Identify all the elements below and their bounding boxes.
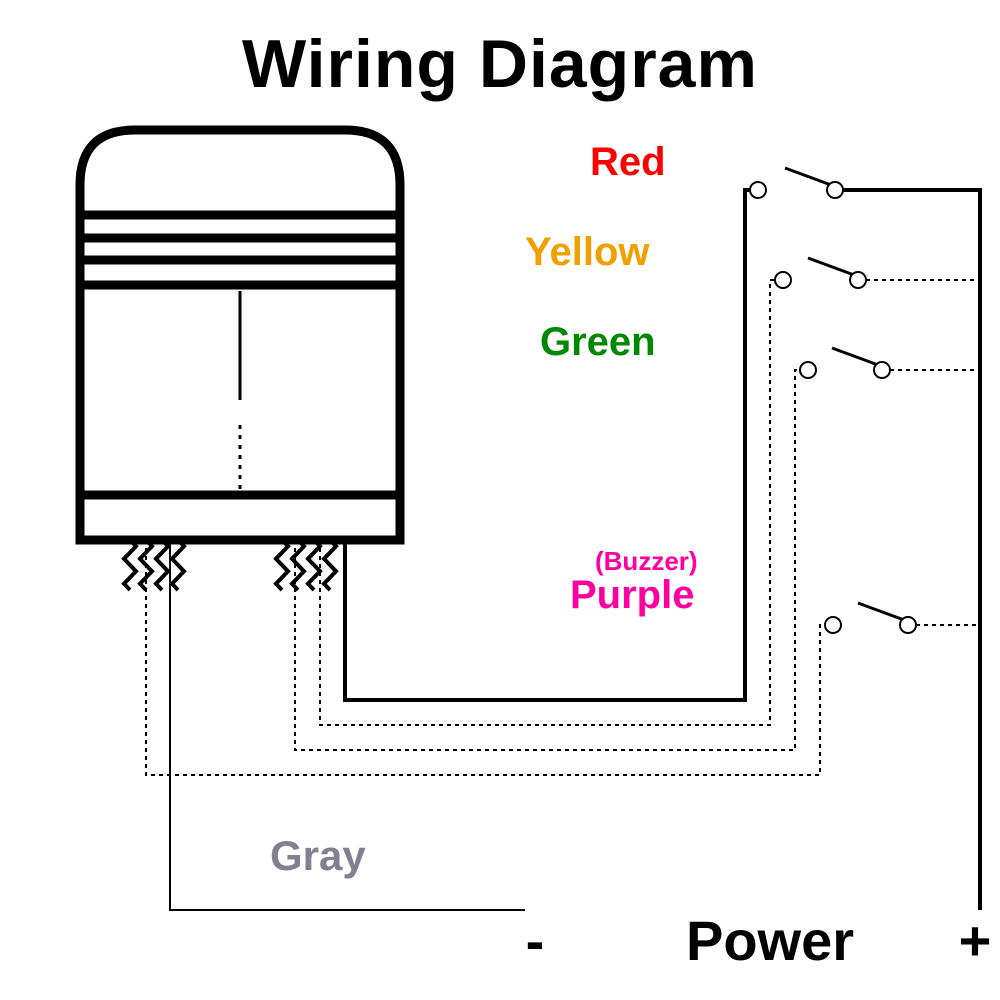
device-pin	[276, 540, 288, 590]
label-buzzer: (Buzzer)	[595, 546, 698, 576]
return-bus-main	[843, 190, 980, 910]
label-yellow: Yellow	[525, 230, 650, 274]
device-pin	[292, 540, 304, 590]
device-pin	[156, 540, 168, 590]
switch-green-t1	[800, 362, 816, 378]
switch-purple-t1	[825, 617, 841, 633]
diagram-title: Wiring Diagram	[0, 25, 1000, 103]
wiring-diagram-svg: Red Yellow Green (Buzzer)Purple Gray - Power +	[0, 0, 1000, 1000]
switch-yellow-arm	[808, 258, 852, 274]
label-gray: Gray	[270, 832, 366, 879]
label-power: Power	[686, 909, 854, 972]
label-red: Red	[590, 140, 666, 184]
label-minus: -	[526, 909, 545, 972]
wire-purple	[146, 540, 825, 775]
switch-green-arm	[832, 348, 876, 364]
switch-yellow-t1	[775, 272, 791, 288]
label-green: Green	[540, 320, 656, 364]
label-purple: Purple	[570, 573, 694, 617]
device-pin	[124, 540, 136, 590]
switch-red-arm	[785, 168, 829, 184]
label-plus: +	[959, 909, 992, 972]
device-pin	[308, 540, 320, 590]
device-pin	[324, 540, 336, 590]
switch-red-t1	[750, 182, 766, 198]
switch-purple-arm	[858, 603, 902, 619]
device-pin	[172, 540, 184, 590]
